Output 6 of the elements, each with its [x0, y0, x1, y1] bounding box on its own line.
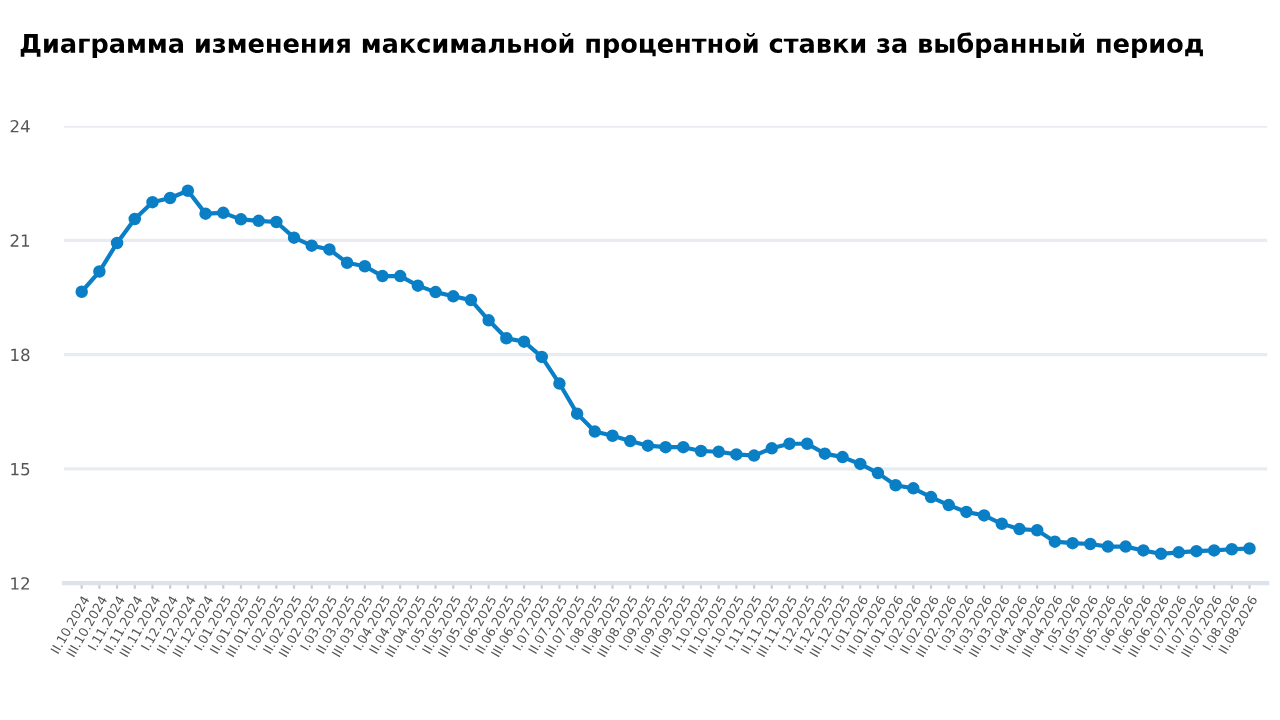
y-tick-label: 12 [11, 577, 29, 590]
y-tick-label: 18 [11, 348, 30, 362]
y-tick-label: 24 [10, 119, 30, 133]
chart-title: Диаграмма изменения максимальной процентной ставки за выбранный период [20, 32, 1203, 58]
y-tick-label: 15 [11, 463, 30, 476]
y-tick-label: 21 [10, 234, 30, 247]
